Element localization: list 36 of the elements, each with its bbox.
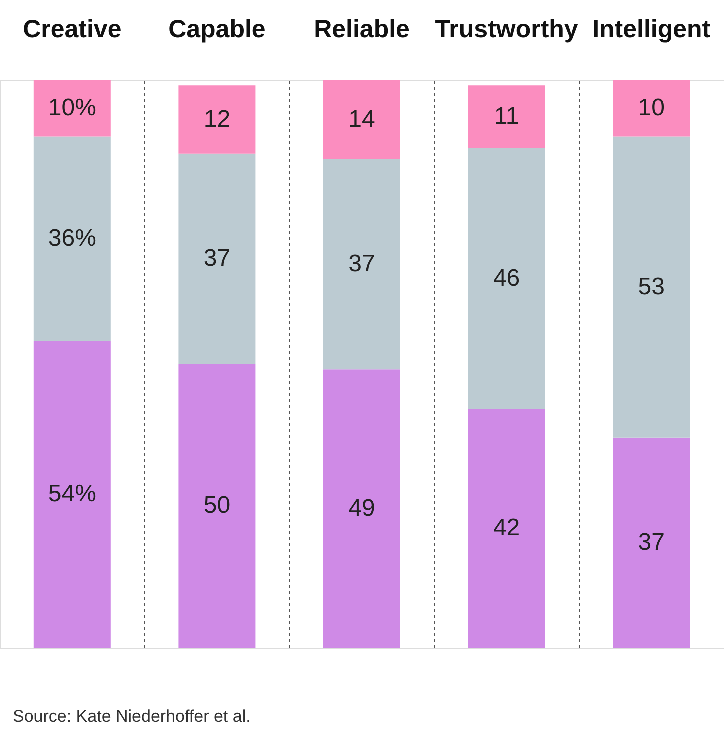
bar: [34, 80, 111, 137]
bar: [613, 438, 690, 648]
x-tick-label: Trustworthy: [435, 16, 578, 44]
x-tick-label: Creative: [23, 16, 122, 44]
data-label: 50: [204, 492, 231, 519]
data-label: 10: [638, 94, 665, 122]
bar: [178, 364, 256, 648]
x-tick-label: Capable: [168, 16, 266, 44]
bar: [324, 80, 400, 160]
data-label: 37: [204, 244, 231, 272]
data-label: 37: [638, 528, 665, 556]
bar: [34, 341, 111, 648]
x-tick-label: Reliable: [314, 16, 410, 44]
data-label: 53: [638, 273, 665, 300]
data-label: 12: [204, 106, 231, 133]
data-label: 11: [494, 102, 520, 130]
bar: [324, 370, 400, 648]
data-label: 46: [493, 264, 520, 292]
data-label: 37: [348, 250, 376, 278]
data-label: 36%: [48, 225, 96, 252]
bar: [468, 409, 546, 648]
data-label: 49: [348, 494, 376, 522]
data-label: 14: [348, 106, 376, 133]
x-tick-label: Intelligent: [592, 16, 712, 44]
bar: [178, 86, 256, 154]
bar: [324, 160, 400, 370]
bar: [178, 154, 256, 364]
source-note: Source: Kate Niederhoffer et al.: [13, 707, 251, 726]
bar: [34, 136, 111, 342]
bar: [468, 86, 546, 148]
data-label: 54%: [48, 480, 96, 508]
bar: [613, 136, 690, 438]
bar: [613, 80, 690, 137]
data-label: 42: [493, 514, 520, 542]
bar: [468, 148, 546, 410]
data-label: 10%: [48, 94, 96, 122]
